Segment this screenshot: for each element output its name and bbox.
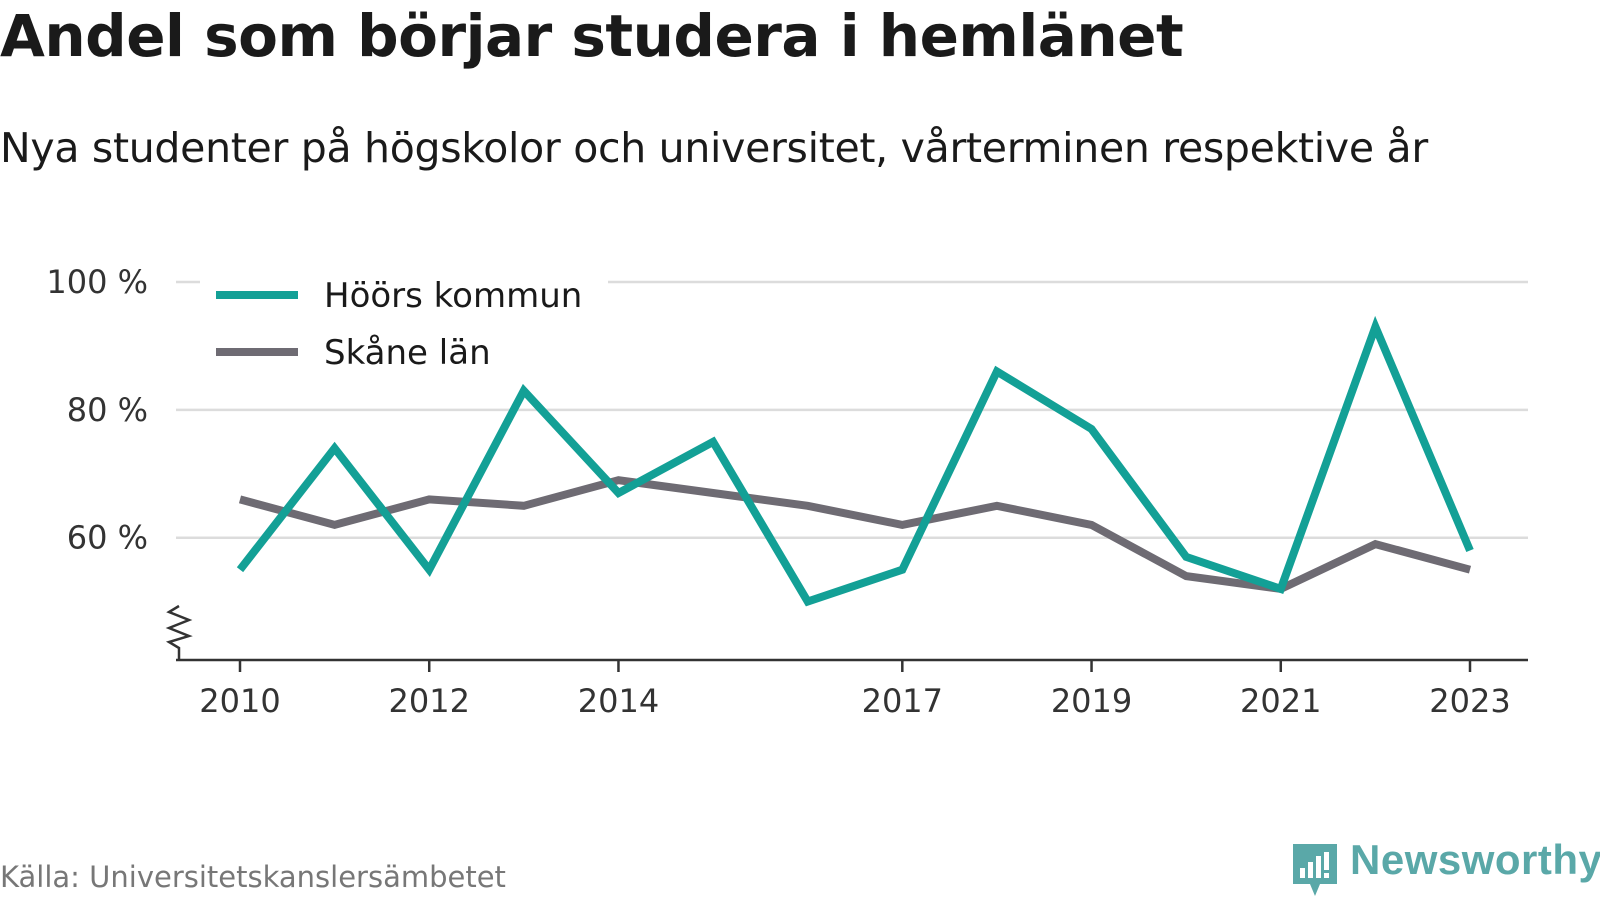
chart-subtitle: Nya studenter på högskolor och universit… bbox=[0, 124, 1428, 172]
legend-label-hoor: Höörs kommun bbox=[324, 276, 582, 316]
legend: Höörs kommun Skåne län bbox=[200, 262, 608, 382]
legend-label-skane: Skåne län bbox=[324, 333, 491, 373]
x-tick-label: 2012 bbox=[389, 682, 470, 720]
chart-title: Andel som börjar studera i hemlänet bbox=[0, 2, 1184, 70]
y-tick-label: 60 % bbox=[67, 519, 148, 557]
x-tick-label: 2023 bbox=[1429, 682, 1510, 720]
newsworthy-logo-icon bbox=[1293, 844, 1337, 896]
x-tick-label: 2010 bbox=[199, 682, 280, 720]
x-tick-label: 2014 bbox=[578, 682, 659, 720]
series-line-hoor bbox=[236, 315, 1474, 607]
newsworthy-logo-text: Newsworthy bbox=[1350, 836, 1600, 883]
y-tick-label: 80 % bbox=[67, 391, 148, 429]
newsworthy-logo: Newsworthy bbox=[1290, 836, 1600, 900]
legend-background bbox=[200, 262, 608, 382]
x-tick-label: 2017 bbox=[862, 682, 943, 720]
axis-layer: 60 % 80 % 100 % 2010 2012 2014 2017 2019 2021 202… bbox=[46, 263, 1528, 720]
source-note: Källa: Universitetskanslersämbetet bbox=[0, 860, 506, 894]
series-layer bbox=[236, 315, 1474, 607]
x-tick-label: 2021 bbox=[1240, 682, 1321, 720]
axis-break-icon bbox=[165, 604, 193, 660]
y-tick-label: 100 % bbox=[46, 263, 148, 301]
x-tick-label: 2019 bbox=[1051, 682, 1132, 720]
